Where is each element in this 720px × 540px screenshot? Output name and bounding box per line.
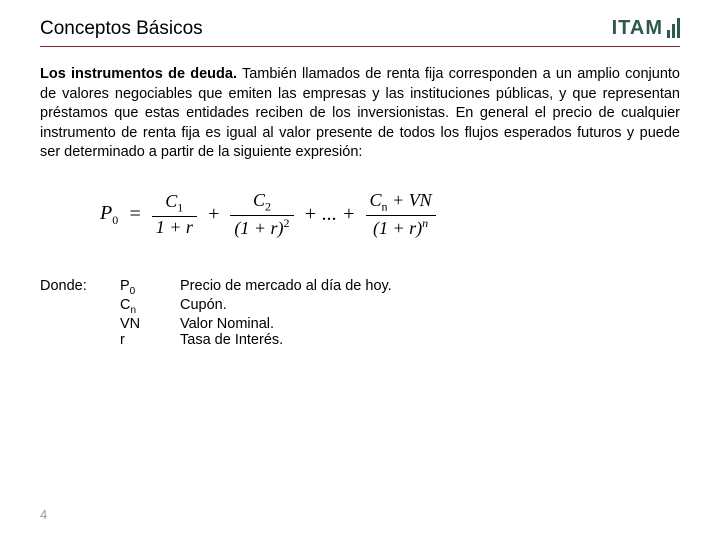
price-formula: P0 = C1 1 + r + C2 (1 + r)2 + ... + Cn +… bbox=[100, 191, 680, 239]
plus-1: + bbox=[207, 203, 221, 226]
legend-symbol: P0 bbox=[120, 278, 180, 297]
logo-bars-icon bbox=[667, 18, 680, 38]
legend-row: VN Valor Nominal. bbox=[40, 316, 680, 332]
legend-desc: Precio de mercado al día de hoy. bbox=[180, 278, 680, 297]
term-1: C1 1 + r bbox=[152, 192, 197, 238]
legend-row: r Tasa de Interés. bbox=[40, 332, 680, 348]
slide-header: Conceptos Básicos ITAM bbox=[40, 18, 680, 47]
legend-desc: Tasa de Interés. bbox=[180, 332, 680, 348]
itam-logo: ITAM bbox=[612, 18, 680, 40]
body-paragraph: Los instrumentos de deuda. También llama… bbox=[40, 65, 680, 163]
dots: + ... + bbox=[304, 203, 356, 226]
page-number: 4 bbox=[40, 507, 47, 522]
legend-label: Donde: bbox=[40, 278, 120, 297]
legend-desc: Cupón. bbox=[180, 297, 680, 316]
legend-block: Donde: P0 Precio de mercado al día de ho… bbox=[40, 278, 680, 348]
legend-row: Cn Cupón. bbox=[40, 297, 680, 316]
slide-title: Conceptos Básicos bbox=[40, 18, 203, 40]
lead-bold: Los instrumentos de deuda. bbox=[40, 66, 237, 82]
legend-row: Donde: P0 Precio de mercado al día de ho… bbox=[40, 278, 680, 297]
term-n: Cn + VN (1 + r)n bbox=[366, 191, 436, 239]
logo-text: ITAM bbox=[612, 18, 663, 38]
lhs: P0 bbox=[100, 202, 118, 228]
term-2: C2 (1 + r)2 bbox=[230, 191, 293, 239]
equals: = bbox=[128, 203, 142, 226]
formula-block: P0 = C1 1 + r + C2 (1 + r)2 + ... + Cn +… bbox=[100, 191, 680, 239]
legend-symbol: VN bbox=[120, 316, 180, 332]
legend-symbol: Cn bbox=[120, 297, 180, 316]
legend-desc: Valor Nominal. bbox=[180, 316, 680, 332]
legend-symbol: r bbox=[120, 332, 180, 348]
